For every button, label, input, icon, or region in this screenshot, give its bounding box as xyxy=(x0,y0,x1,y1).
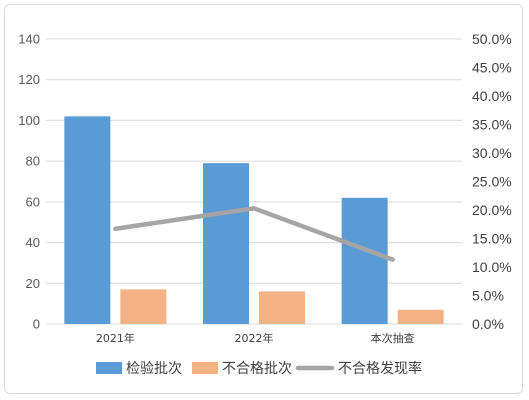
legend-label: 不合格批次 xyxy=(222,361,292,377)
legend-swatch xyxy=(96,362,122,374)
right-tick-label: 50.0% xyxy=(472,31,512,47)
bar xyxy=(341,197,388,324)
legend-label: 检验批次 xyxy=(126,361,182,377)
right-tick-label: 15.0% xyxy=(472,231,512,247)
category-label: 2022年 xyxy=(235,331,274,345)
right-tick-label: 25.0% xyxy=(472,174,512,190)
category-labels: 2021年 2022年 本次抽查 xyxy=(96,331,415,345)
legend-label: 不合格发现率 xyxy=(338,360,422,377)
right-axis-ticks: 0.0% 5.0% 10.0% 15.0% 20.0% 25.0% 30.0% 35.0% 40… xyxy=(472,31,512,332)
right-tick-label: 35.0% xyxy=(472,117,512,133)
right-tick-label: 10.0% xyxy=(472,259,512,275)
right-tick-label: 30.0% xyxy=(472,145,512,161)
left-tick-label: 20 xyxy=(26,276,40,291)
left-tick-label: 40 xyxy=(26,235,40,250)
left-tick-label: 100 xyxy=(18,113,40,128)
bar xyxy=(203,163,249,324)
right-tick-label: 45.0% xyxy=(472,60,512,76)
bar xyxy=(120,289,167,324)
left-tick-label: 80 xyxy=(26,154,40,169)
rate-line xyxy=(113,206,395,262)
left-tick-label: 120 xyxy=(18,72,40,87)
bar xyxy=(397,309,444,324)
series-line xyxy=(113,206,395,262)
left-tick-label: 140 xyxy=(18,32,40,47)
bar xyxy=(64,116,111,324)
left-axis-ticks: 0 20 40 60 80 100 120 140 xyxy=(18,32,40,332)
left-tick-label: 0 xyxy=(33,317,40,332)
left-tick-label: 60 xyxy=(26,194,40,209)
bars xyxy=(64,116,444,324)
right-tick-label: 40.0% xyxy=(472,88,512,104)
grid-lines xyxy=(46,38,462,325)
right-tick-label: 5.0% xyxy=(472,288,504,304)
category-label: 2021年 xyxy=(96,331,135,345)
legend: 检验批次 不合格批次 不合格发现率 xyxy=(96,360,422,377)
bar xyxy=(259,291,305,324)
right-tick-label: 20.0% xyxy=(472,202,512,218)
category-label: 本次抽查 xyxy=(371,331,415,345)
right-tick-label: 0.0% xyxy=(472,316,504,332)
legend-swatch xyxy=(192,362,218,374)
